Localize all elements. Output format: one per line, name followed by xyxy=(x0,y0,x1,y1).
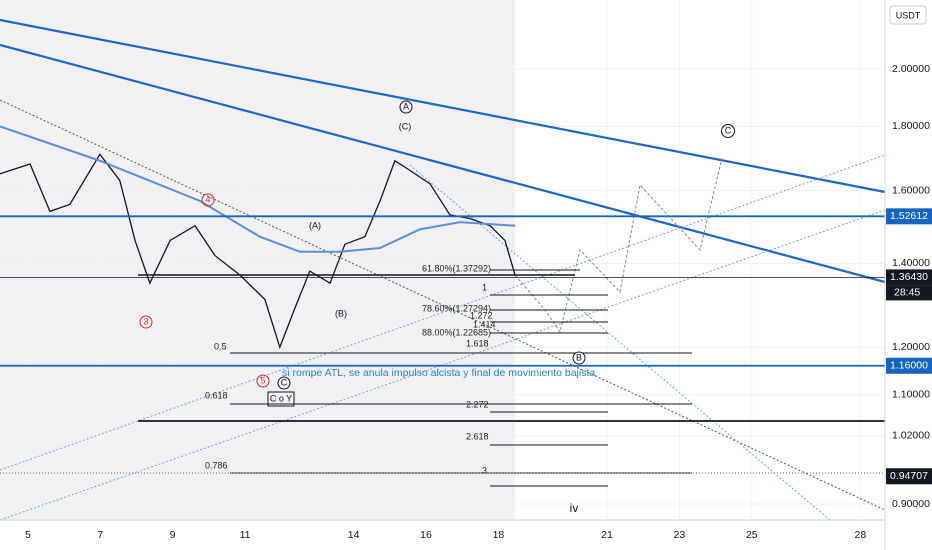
x-tick-label: 11 xyxy=(240,529,251,541)
price-tag xyxy=(886,208,932,225)
wave-label: C xyxy=(725,125,732,135)
price-tag xyxy=(886,468,932,485)
time-axis xyxy=(0,520,885,550)
axes: 2.00000 1.80000 1.60000 1.40000 1.20000 1.100… xyxy=(25,63,932,541)
x-tick-label: 18 xyxy=(493,529,505,541)
wave-label: B xyxy=(576,352,582,362)
wave-label: 3 xyxy=(143,316,148,326)
wave-label: (B) xyxy=(335,308,347,318)
y-tick-label: 0.90000 xyxy=(892,498,930,510)
y-tick-label: 1.80000 xyxy=(892,120,930,132)
countdown: 28:45 xyxy=(894,287,920,299)
note: si rompe ATL, se anula impulso alcista y… xyxy=(282,367,595,379)
currency-box xyxy=(889,5,927,25)
price-line xyxy=(0,125,516,253)
y-tick-label: 1.02000 xyxy=(892,430,930,442)
x-tick-label: 5 xyxy=(25,529,31,541)
annotations: 61.80%(1.37292) 1 78.60%(1.27294) 1.272 … xyxy=(139,100,735,515)
x-tick-label: 23 xyxy=(674,529,686,541)
drawings xyxy=(0,18,886,521)
x-tick-label: 21 xyxy=(601,529,613,541)
fib-label: 1.414 xyxy=(473,319,496,329)
price-tag-label: 1.52612 xyxy=(890,210,928,222)
grid xyxy=(0,0,885,520)
price-tag xyxy=(886,269,932,286)
fib-label: 88.00%(1.22685) xyxy=(422,327,491,337)
fib-label: 61.80%(1.37292) xyxy=(422,263,491,273)
x-tick-label: 25 xyxy=(746,529,758,541)
shaded-range xyxy=(0,0,515,520)
price-tag-label: 0.94707 xyxy=(890,470,928,482)
price-tag-label: 1.16000 xyxy=(890,360,928,372)
fib-label: 1.618 xyxy=(466,338,489,348)
y-tick-label: 1.10000 xyxy=(892,388,930,400)
price-line xyxy=(0,153,516,350)
currency: USDT xyxy=(896,10,921,20)
fib-label: 0.5 xyxy=(214,341,227,351)
wave-label: 5 xyxy=(260,375,265,385)
x-tick-label: 28 xyxy=(855,529,867,541)
fib-label: 3 xyxy=(482,465,487,475)
x-tick-label: 16 xyxy=(420,529,432,541)
y-tick-label: 1.40000 xyxy=(892,257,930,269)
y-tick-label: 1.60000 xyxy=(892,184,930,196)
fib-label: 2.272 xyxy=(466,399,489,409)
fib-label: 1 xyxy=(482,282,487,292)
fib-label: 2.618 xyxy=(466,431,489,441)
x-tick-label: 9 xyxy=(170,529,176,541)
wave-label: 4 xyxy=(205,194,210,204)
fib-label: 0.786 xyxy=(205,460,228,470)
y-tick-label: 1.20000 xyxy=(892,341,930,353)
wave-label: C o Y xyxy=(270,393,292,403)
wave-label: (A) xyxy=(309,220,321,230)
wave-label: A xyxy=(403,101,409,111)
price-tag xyxy=(886,357,932,374)
fib-label: 78.60%(1.27294) xyxy=(422,303,491,313)
y-tick-label: 2.00000 xyxy=(892,63,930,75)
price-tag-label: 1.36430 xyxy=(890,271,928,283)
series-layer xyxy=(0,125,885,367)
fib-label: 1.272 xyxy=(470,310,493,320)
x-tick-label: 7 xyxy=(97,529,103,541)
wave-label: iv xyxy=(570,501,579,515)
x-tick-label: 14 xyxy=(348,529,360,541)
fib-label: 0.618 xyxy=(205,390,228,400)
wave-label: (C) xyxy=(399,121,412,131)
countdown-bg xyxy=(886,285,932,301)
wave-label: C xyxy=(281,377,288,387)
